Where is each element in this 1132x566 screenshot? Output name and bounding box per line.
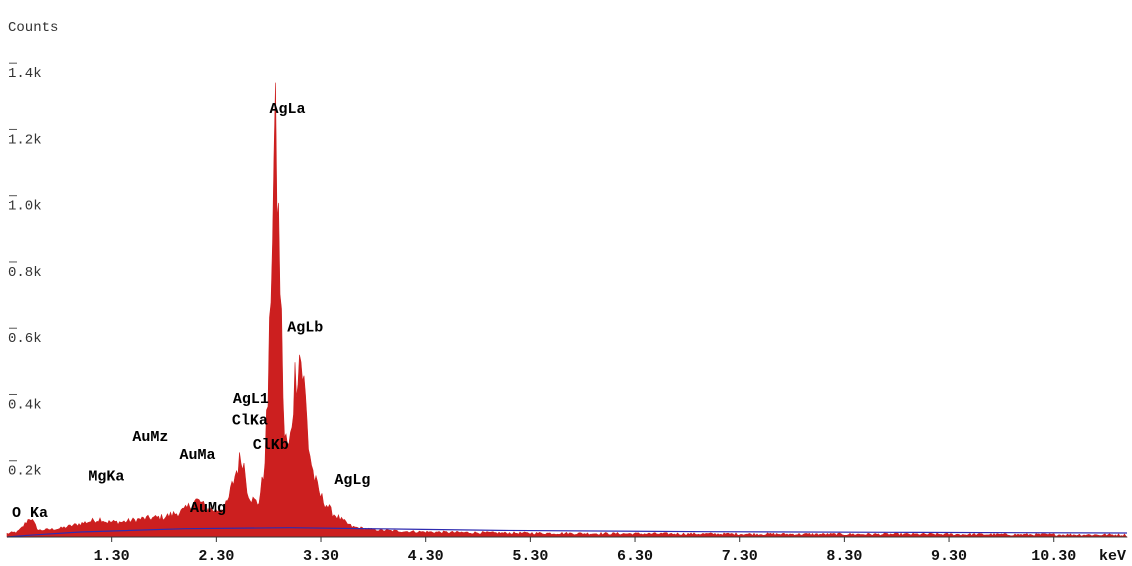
peak-label: AgL1 — [233, 391, 269, 408]
x-tick-label: 6.30 — [617, 548, 653, 565]
y-tick-label: 0.2k — [8, 464, 42, 480]
y-axis-label: Counts — [8, 20, 58, 36]
peak-label: AuMg — [190, 500, 226, 517]
peak-label: AuMa — [179, 447, 215, 464]
peak-label: AgLb — [287, 320, 323, 337]
y-tick-label: 0.4k — [8, 397, 42, 413]
y-tick-label: 1.2k — [8, 132, 42, 148]
x-axis-ticks: 1.30 2.30 3.30 4.30 5.30 6.30 7.30 8.30 9.30 10.3… — [94, 537, 1076, 565]
peak-label: AuMz — [132, 429, 168, 446]
x-axis-unit-label: keV — [1099, 548, 1126, 565]
x-tick-label: 1.30 — [94, 548, 130, 565]
background-fit-line — [6, 527, 1128, 538]
x-tick-label: 9.30 — [931, 548, 967, 565]
x-tick-label: 2.30 — [198, 548, 234, 565]
x-tick-label: 3.30 — [303, 548, 339, 565]
peak-label: ClKa — [232, 412, 268, 429]
y-tick-label: 1.4k — [8, 66, 42, 82]
y-tick-label: 0.6k — [8, 331, 42, 347]
x-tick-label: 8.30 — [826, 548, 862, 565]
x-tick-label: 10.30 — [1031, 548, 1076, 565]
x-tick-label: 7.30 — [722, 548, 758, 565]
x-tick-label: 4.30 — [408, 548, 444, 565]
y-tick-label: 0.8k — [8, 265, 42, 281]
peak-label: AgLa — [270, 101, 306, 118]
peak-label: O Ka — [12, 505, 48, 522]
peak-label: AgLg — [334, 472, 370, 489]
x-tick-label: 5.30 — [512, 548, 548, 565]
peak-labels: O Ka MgKa AuMz AuMa AuMg AgL1 ClKa ClKb AgLa AgLb… — [12, 101, 370, 522]
spectrum-area — [6, 82, 1128, 538]
peak-label: MgKa — [88, 469, 124, 486]
peak-label: ClKb — [253, 437, 289, 454]
y-tick-label: 1.0k — [8, 199, 42, 215]
y-axis-ticks: 0.2k 0.4k 0.6k 0.8k 1.0k 1.2k 1.4k — [8, 62, 42, 480]
